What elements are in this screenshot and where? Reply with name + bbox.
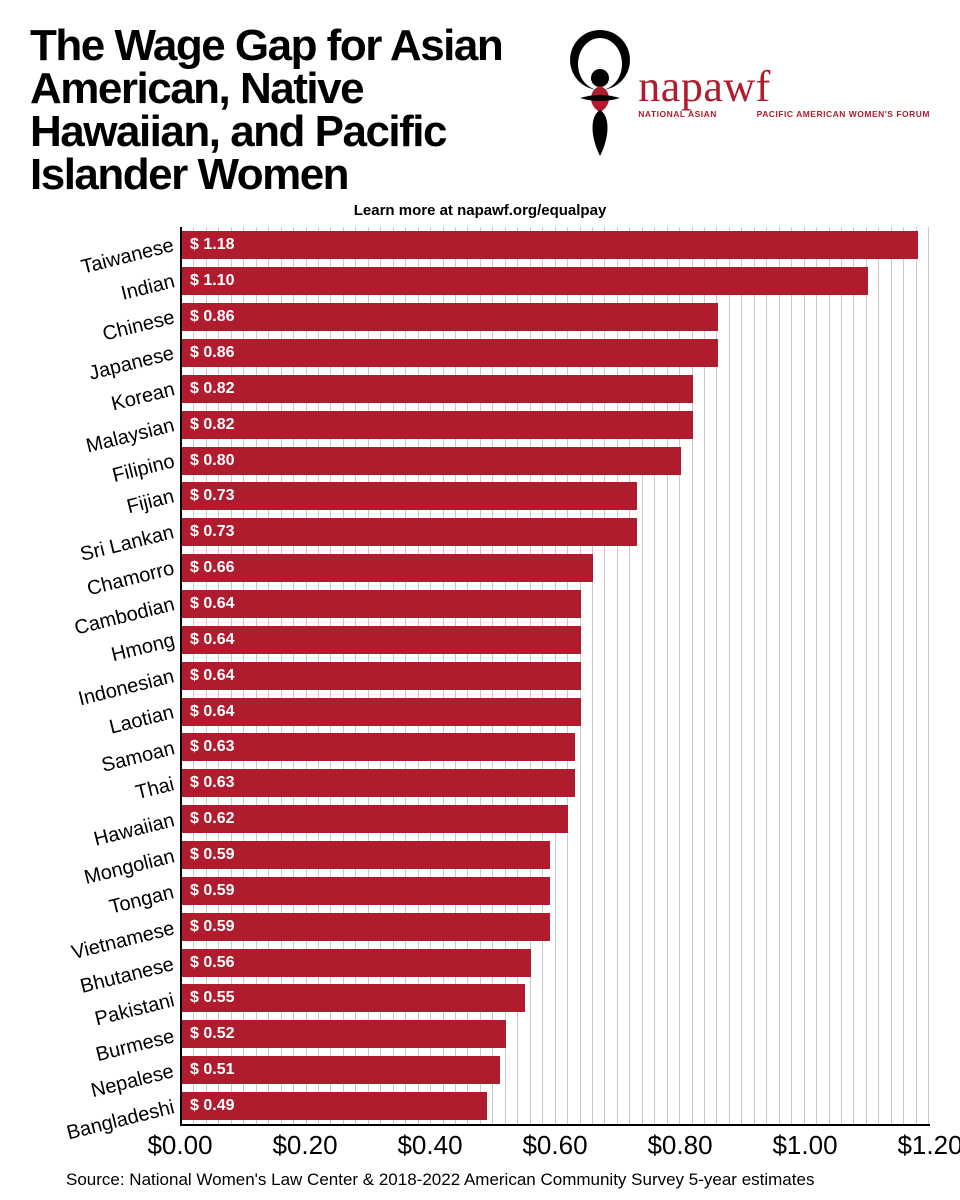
category-label: Laotian (108, 701, 177, 739)
infographic-page: The Wage Gap for Asian American, Native … (0, 0, 960, 1200)
category-label: Thai (133, 773, 176, 805)
category-label: Tongan (108, 881, 177, 919)
category-label: Hmong (109, 630, 177, 668)
category-label: Hawaiian (91, 809, 176, 851)
category-label: Samoan (99, 737, 177, 777)
logo-tagline-right: PACIFIC AMERICAN WOMEN'S FORUM (757, 109, 930, 119)
bar: $ 0.80 (182, 447, 681, 475)
wage-gap-chart: TaiwaneseIndianChineseJapaneseKoreanMala… (30, 227, 930, 1170)
category-label: Japanese (87, 342, 177, 385)
bar: $ 0.82 (182, 375, 693, 403)
bar: $ 0.64 (182, 698, 581, 726)
x-tick-label: $1.20 (897, 1130, 960, 1161)
bar: $ 0.86 (182, 339, 718, 367)
logo-mark-icon (566, 28, 634, 158)
bar: $ 0.64 (182, 626, 581, 654)
x-tick-label: $0.80 (647, 1130, 712, 1161)
bar: $ 0.62 (182, 805, 568, 833)
bar: $ 0.51 (182, 1056, 500, 1084)
bar: $ 0.52 (182, 1020, 506, 1048)
bar: $ 0.64 (182, 662, 581, 690)
logo-tagline: NATIONAL ASIAN PACIFIC AMERICAN WOMEN'S … (638, 109, 930, 119)
bar: $ 0.64 (182, 590, 581, 618)
y-axis-labels: TaiwaneseIndianChineseJapaneseKoreanMala… (30, 227, 180, 1126)
category-label: Chinese (100, 306, 177, 346)
bar: $ 0.73 (182, 482, 637, 510)
category-label: Pakistani (92, 989, 176, 1031)
bar: $ 0.66 (182, 554, 593, 582)
category-label: Indian (118, 270, 176, 306)
bar: $ 0.59 (182, 841, 550, 869)
bar: $ 0.86 (182, 303, 718, 331)
source-citation: Source: National Women's Law Center & 20… (66, 1170, 930, 1190)
bar: $ 0.55 (182, 984, 525, 1012)
logo-tagline-left: NATIONAL ASIAN (638, 109, 717, 119)
bar: $ 0.59 (182, 877, 550, 905)
x-tick-label: $0.40 (397, 1130, 462, 1161)
x-tick-label: $0.20 (272, 1130, 337, 1161)
x-tick-label: $0.00 (147, 1130, 212, 1161)
bar: $ 0.63 (182, 769, 575, 797)
logo-text: napawf NATIONAL ASIAN PACIFIC AMERICAN W… (638, 67, 930, 119)
bar: $ 1.18 (182, 231, 918, 259)
bars-container: $ 1.18 $ 1.10 $ 0.86 $ 0.86 $ 0.82 $ 0.82 $ 0.… (182, 227, 930, 1124)
bar: $ 0.59 (182, 913, 550, 941)
x-tick-label: $1.00 (772, 1130, 837, 1161)
org-logo: napawf NATIONAL ASIAN PACIFIC AMERICAN W… (566, 28, 930, 158)
header: The Wage Gap for Asian American, Native … (30, 24, 930, 196)
subtitle: Learn more at napawf.org/equalpay (30, 202, 930, 219)
bar: $ 0.73 (182, 518, 637, 546)
logo-name: napawf (638, 67, 930, 107)
bar: $ 1.10 (182, 267, 868, 295)
plot-area: $ 1.18 $ 1.10 $ 0.86 $ 0.86 $ 0.82 $ 0.82 $ 0.… (180, 227, 930, 1126)
bar: $ 0.49 (182, 1092, 487, 1120)
category-label: Korean (109, 378, 177, 416)
category-label: Filipino (110, 450, 177, 488)
bar: $ 0.63 (182, 733, 575, 761)
x-tick-label: $0.60 (522, 1130, 587, 1161)
category-label: Burmese (94, 1025, 177, 1067)
page-title: The Wage Gap for Asian American, Native … (30, 24, 546, 196)
bar: $ 0.56 (182, 949, 531, 977)
x-axis: $0.00$0.20$0.40$0.60$0.80$1.00$1.20 (180, 1126, 930, 1170)
bar: $ 0.82 (182, 411, 693, 439)
category-label: Fijian (125, 486, 177, 520)
